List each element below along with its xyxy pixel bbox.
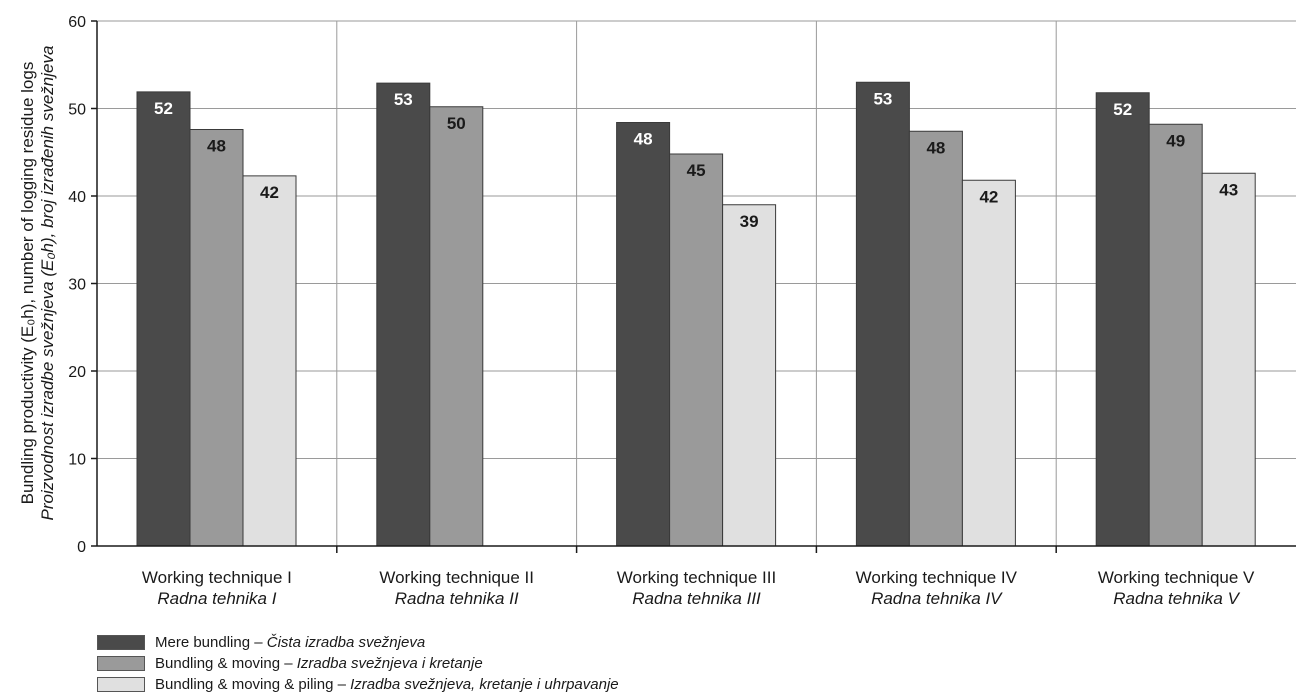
y-axis-label-croatian: Proizvodnost izradbe svežnjeva (E₀h), br… <box>38 45 57 521</box>
bar <box>1148 123 1203 547</box>
x-tick-label-english: Working technique IV <box>855 568 1017 587</box>
x-tick-label-english: Working technique I <box>141 568 292 587</box>
bar-value-label: 48 <box>207 137 226 156</box>
bar <box>961 179 1016 547</box>
bar <box>722 204 777 547</box>
y-tick-label: 40 <box>68 189 86 206</box>
bar-value-label: 50 <box>447 114 466 133</box>
bar-value-label: 52 <box>154 99 173 118</box>
x-tick-label: Working technique V Radna tehnika V <box>1055 567 1296 609</box>
y-tick-label: 0 <box>77 539 86 556</box>
bar-value-label: 52 <box>1113 100 1132 119</box>
legend-swatch <box>97 677 145 692</box>
bar <box>189 129 244 547</box>
bar-value-label: 43 <box>1219 180 1238 199</box>
x-tick-label-croatian: Radna tehnika IV <box>871 589 1002 608</box>
bar <box>1201 172 1256 547</box>
bar <box>908 130 963 547</box>
x-tick-label-croatian: Radna tehnika V <box>1113 589 1239 608</box>
bar-value-label: 53 <box>873 89 892 108</box>
x-tick-label-croatian: Radna tehnika III <box>632 589 761 608</box>
legend-label-croatian: Izradba svežnjeva, kretanje i uhrpavanje <box>350 676 619 693</box>
bar <box>429 106 484 547</box>
legend-label-croatian: Čista izradba svežnjeva <box>266 634 426 651</box>
bar <box>242 175 297 547</box>
bar-value-label: 39 <box>740 212 759 231</box>
bar-value-label: 48 <box>634 130 653 149</box>
x-tick-label-english: Working technique V <box>1097 568 1255 587</box>
legend-item-bundling-moving-piling: Bundling & moving & piling – Izradba sve… <box>97 674 619 695</box>
bar <box>376 82 431 547</box>
legend-item-bundling-moving: Bundling & moving – Izradba svežnjeva i … <box>97 653 619 674</box>
y-axis-label-english: Bundling productivity (E₀h), number of l… <box>18 61 37 505</box>
y-tick-label: 50 <box>68 102 86 119</box>
legend: Mere bundling – Čista izradba svežnjeva … <box>97 632 619 695</box>
bar <box>669 153 724 547</box>
bar <box>1095 92 1150 547</box>
legend-label-english: Bundling & moving <box>155 655 281 672</box>
x-tick-label: Working technique I Radna tehnika I <box>96 567 338 609</box>
legend-label-croatian: Izradba svežnjeva i kretanje <box>296 655 483 672</box>
x-tick-label-english: Working technique II <box>379 568 535 587</box>
x-tick-label-english: Working technique III <box>616 568 777 587</box>
y-tick-label: 60 <box>68 14 86 31</box>
x-tick-label-croatian: Radna tehnika I <box>157 589 277 608</box>
legend-item-mere-bundling: Mere bundling – Čista izradba svežnjeva <box>97 632 619 653</box>
bar-value-label: 42 <box>979 187 998 206</box>
bar-value-label: 53 <box>394 90 413 109</box>
legend-label-english: Bundling & moving & piling <box>155 676 334 693</box>
y-tick-label: 10 <box>68 452 86 469</box>
bar-value-label: 42 <box>260 183 279 202</box>
x-tick-label: Working technique II Radna tehnika II <box>336 567 578 609</box>
x-tick-label-croatian: Radna tehnika II <box>394 589 519 608</box>
x-tick-label: Working technique III Radna tehnika III <box>576 567 818 609</box>
bar-value-label: 48 <box>926 138 945 157</box>
y-tick-label: 20 <box>68 364 86 381</box>
bar <box>855 81 910 547</box>
bar-value-label: 45 <box>687 161 706 180</box>
bar-value-label: 49 <box>1166 131 1185 150</box>
bar <box>616 122 671 547</box>
y-tick-label: 30 <box>68 277 86 294</box>
legend-label-english: Mere bundling <box>155 634 251 651</box>
bar <box>136 91 191 547</box>
legend-swatch <box>97 656 145 671</box>
legend-swatch <box>97 635 145 650</box>
x-tick-label: Working technique IV Radna tehnika IV <box>815 567 1057 609</box>
